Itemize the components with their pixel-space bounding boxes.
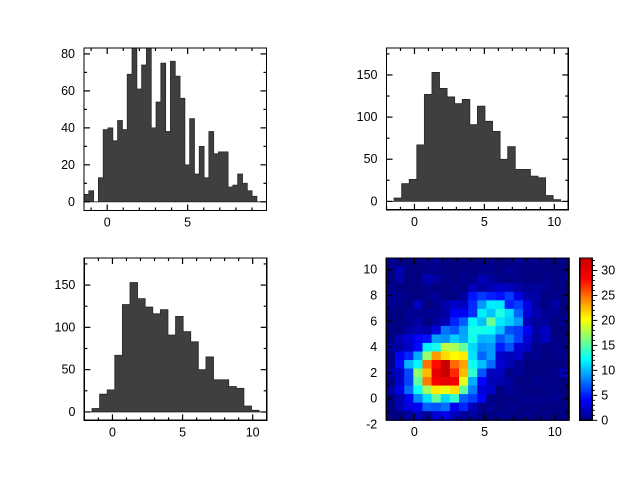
svg-text:0: 0 [411,425,418,439]
svg-text:0: 0 [109,425,116,439]
svg-text:0: 0 [68,195,75,209]
svg-text:5: 5 [481,215,488,229]
svg-text:-2: -2 [366,418,377,432]
svg-text:5: 5 [481,425,488,439]
svg-text:15: 15 [601,338,615,352]
svg-text:150: 150 [55,278,76,292]
svg-text:40: 40 [61,121,75,135]
svg-text:0: 0 [601,413,608,427]
svg-text:100: 100 [55,320,76,334]
svg-text:6: 6 [370,314,377,328]
svg-text:50: 50 [61,363,75,377]
svg-text:5: 5 [601,388,608,402]
svg-text:0: 0 [104,216,111,230]
svg-text:25: 25 [601,288,615,302]
svg-text:60: 60 [61,84,75,98]
svg-text:0: 0 [68,405,75,419]
svg-text:4: 4 [370,340,377,354]
svg-text:10: 10 [547,215,561,229]
svg-text:80: 80 [61,47,75,61]
svg-text:5: 5 [179,425,186,439]
svg-text:20: 20 [601,313,615,327]
svg-text:20: 20 [61,158,75,172]
svg-text:30: 30 [601,263,615,277]
svg-text:100: 100 [357,110,378,124]
svg-text:150: 150 [357,68,378,82]
svg-text:0: 0 [411,215,418,229]
svg-text:2: 2 [370,366,377,380]
svg-text:10: 10 [246,425,260,439]
svg-text:5: 5 [184,216,191,230]
svg-text:10: 10 [363,263,377,277]
svg-text:0: 0 [370,392,377,406]
svg-text:0: 0 [371,194,378,208]
svg-text:8: 8 [370,288,377,302]
svg-text:50: 50 [364,152,378,166]
svg-text:10: 10 [601,363,615,377]
svg-text:10: 10 [548,425,562,439]
